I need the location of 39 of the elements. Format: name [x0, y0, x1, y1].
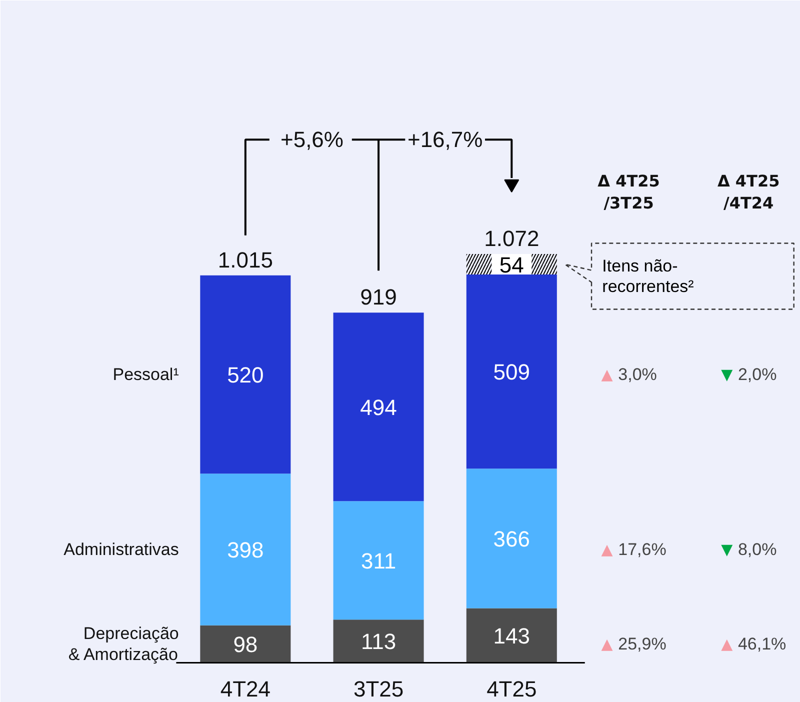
data-label: 143 — [493, 624, 530, 648]
text: Δ 4T25 /3T25 — [598, 172, 660, 212]
data-label: 509 — [493, 360, 530, 385]
x-tick-label: 3T25 — [353, 676, 404, 702]
bar — [466, 274, 557, 469]
bar — [200, 275, 291, 474]
total-label: 919 — [360, 284, 397, 310]
text: ▼ 2,0% — [721, 364, 777, 384]
series-label: Pessoal¹ — [112, 364, 180, 384]
bar — [200, 625, 291, 663]
data-label: 113 — [361, 629, 396, 654]
data-label: 366 — [493, 526, 530, 552]
data-label: 520 — [227, 362, 264, 388]
x-tick-label: 4T25 — [486, 676, 537, 702]
series-label: Depreciação & Amortização — [68, 624, 179, 664]
bar — [333, 620, 424, 663]
data-label: 494 — [360, 394, 397, 420]
total-label: 1.015 — [218, 247, 273, 272]
data-label: 398 — [227, 538, 264, 563]
bar — [200, 474, 291, 626]
total-label: 1.072 — [484, 226, 540, 251]
text: +5,6% — [280, 127, 344, 152]
bar — [333, 501, 424, 620]
text: +16,7% — [407, 127, 483, 152]
data-label: 311 — [361, 548, 396, 574]
text: ▲ 17,6% — [601, 540, 666, 560]
text: ▲ 46,1% — [721, 634, 786, 654]
data-label: 98 — [233, 632, 258, 658]
bar — [333, 312, 424, 502]
data-label: 54 — [499, 252, 524, 278]
text: Itens não- recorrentes² — [602, 256, 694, 296]
text: ▲ 25,9% — [601, 634, 666, 654]
x-tick-label: 4T24 — [220, 676, 271, 702]
text: ▼ 8,0% — [721, 540, 777, 560]
text: ▲ 3,0% — [601, 364, 657, 384]
text: Δ 4T25 /4T24 — [717, 172, 780, 212]
bar — [466, 608, 557, 663]
bar — [466, 468, 557, 608]
series-label: Administrativas — [64, 540, 179, 560]
